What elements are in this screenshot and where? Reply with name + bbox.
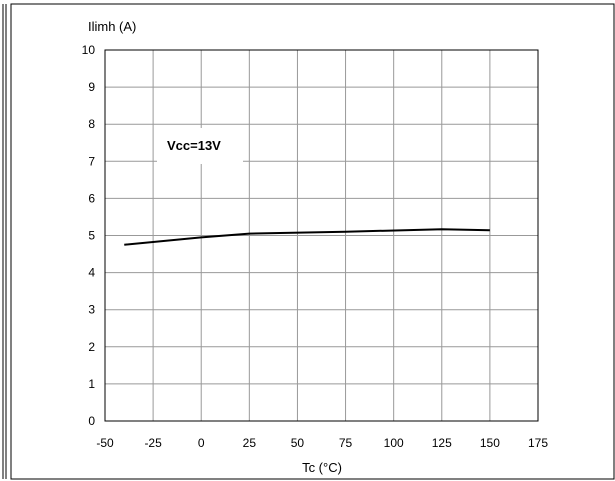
x-tick-label: 75 [339,436,353,450]
x-axis-label: Tc (°C) [302,460,342,475]
grid [105,50,538,421]
y-tick-label: 10 [82,43,96,57]
outer-border [10,3,615,480]
tick-labels: -50 -25 0 25 50 75 100 125 150 175 0 1 2 3 4 5 6 7 8 9 10 [82,43,549,450]
y-tick-label: 5 [88,229,95,243]
y-axis-label: Ilimh (A) [88,19,136,34]
y-tick-label: 3 [88,303,95,317]
x-tick-label: -25 [144,436,162,450]
annotation-box [157,128,243,164]
x-tick-label: 125 [432,436,452,450]
x-tick-label: -50 [96,436,114,450]
y-tick-label: 2 [88,340,95,354]
annotation-label: Vcc=13V [167,138,221,153]
y-tick-label: 8 [88,117,95,131]
x-tick-label: 50 [291,436,305,450]
x-tick-label: 25 [243,436,257,450]
x-tick-label: 175 [528,436,548,450]
x-tick-label: 100 [384,436,404,450]
y-tick-label: 4 [88,266,95,280]
y-tick-label: 9 [88,80,95,94]
plot-area-border [104,49,539,422]
series-group [124,228,490,246]
x-tick-label: 0 [198,436,205,450]
x-tick-label: 150 [480,436,500,450]
series-line-0 [124,228,490,246]
y-tick-label: 6 [88,191,95,205]
y-tick-label: 7 [88,154,95,168]
y-tick-label: 1 [88,377,95,391]
y-tick-label: 0 [88,414,95,428]
